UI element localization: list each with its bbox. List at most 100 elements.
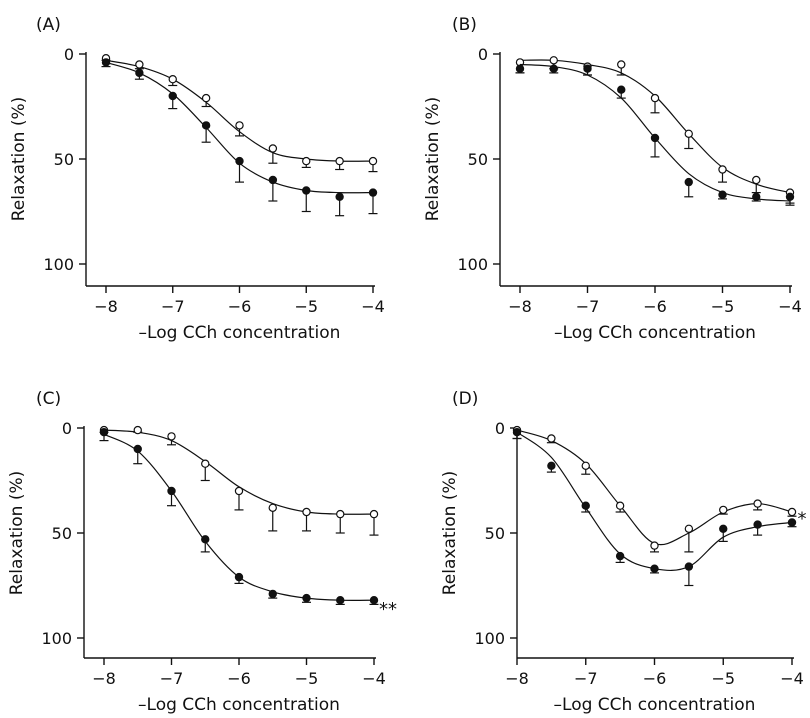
panel-c-y-tick-label: 100 [41,629,72,648]
panel-c-series-filled-point [133,444,142,454]
panel-d-series-filled-point [787,518,797,527]
panel-b-series-filled-point [549,64,558,73]
panel-b-series-open-point [549,56,558,65]
panel-c-series-open-point [133,425,142,435]
panel-c-series-open-point [234,486,244,496]
panel-b-series-open-fit-curve [519,59,791,194]
panel-b-series-filled-point [752,192,761,201]
panel-b-series-filled-point [617,85,626,94]
panel-d-y-tick-label: 50 [485,524,505,543]
panel-a-series-open-point [168,74,177,84]
panel-d-series-open-point [719,505,728,515]
panel-a-series-filled-point [268,175,278,185]
panel-d: (D) 0 50 100 −8 −7 −6 −5 −4 –Log CCh concentratio… [440,389,807,715]
panel-b-series-open-point [752,175,761,185]
panel-b-series-filled-point [785,192,795,201]
panel-c-series-filled-point [167,486,176,496]
panel-a-series-open-point [268,144,278,153]
panel-a-x-tick-label: −8 [94,297,118,316]
panel-d-series-open-point [684,524,694,534]
panel-d-label: (D) [452,389,478,409]
panel-b-x-axis-title: –Log CCh concentration [554,323,756,343]
panel-a-series-filled-point [101,58,111,67]
panel-b-series-filled-point [583,64,592,73]
panel-c-series-filled [99,428,379,606]
panel-d-x-tick-label: −4 [780,669,804,688]
panel-c: (C)0 50 100 −8 −7 −6 −5 −4 –Log CCh concentratio… [7,389,397,715]
panel-b-series-filled-fit-curve [519,63,791,202]
panel-d-series-filled-point [547,461,556,470]
panel-c-y-tick-label: 50 [52,524,72,543]
panel-a-series-open-point [235,121,244,130]
panel-a-x-tick-label: −7 [161,297,185,316]
panel-a-x-tick-label: −5 [294,297,318,316]
panel-a-x-tick-label: −6 [228,297,252,316]
panel-c-x-tick-label: −8 [92,669,116,688]
panel-a-y-tick-label: 0 [64,45,74,64]
panel-b-x-tick-label: −5 [711,297,735,316]
panel-c-series-filled-point [336,596,345,605]
panel-b-series-filled-point [684,177,693,187]
panel-c-x-axis-title: –Log CCh concentration [138,695,340,715]
panel-a-label: (A) [36,15,61,35]
panel-d-y-tick-label: 100 [474,629,505,648]
panel-c-series-open-point [268,503,277,512]
panel-b-series-open [515,56,795,206]
panel-c-series-open-point [336,509,345,519]
panel-b-y-tick-label: 100 [457,255,488,274]
panel-c-y-axis-title: Relaxation (%) [7,471,27,596]
panel-a-series-filled-point [302,186,311,195]
panel-c-x-tick-label: −7 [160,669,184,688]
panel-a-x-axis-title: –Log CCh concentration [139,323,341,343]
panel-d-series-filled-point [615,551,625,561]
panel-b-series-open-point [617,60,626,69]
panel-c-series-filled-point [302,593,311,603]
panel-d-y-tick-label: 0 [495,419,505,438]
panel-a-series-filled-point [201,121,211,130]
panel-b-series-filled-point [718,190,727,199]
panel-b-series-open-point [718,165,727,174]
panel-a-series-open-point [302,156,311,166]
panel-a-y-axis-title: Relaxation (%) [9,97,29,222]
panel-d-series-filled-point [753,520,762,529]
panel-d-series-filled [512,428,797,587]
panel-b-x-tick-label: −6 [643,297,667,316]
panel-a-series-open-fit-curve [105,59,374,162]
panel-a-series-filled-point [235,156,244,166]
panel-a-series-open-point [335,156,344,166]
panel-b-y-tick-label: 50 [468,150,488,169]
panel-a-x-tick-label: −4 [361,297,385,316]
panel-b-x-tick-label: −8 [508,297,532,316]
panel-a-y-tick-label: 100 [43,255,74,274]
panel-c-series-open [99,425,379,536]
panel-a-series-filled-point [335,192,344,201]
panel-b-series-filled [515,63,795,204]
panel-c-series-open-point [302,507,311,517]
panel-c-x-tick-label: −5 [295,669,319,688]
panel-c-label: (C) [36,389,61,409]
panel-c-series-filled-point [268,589,277,599]
panel-c-y-tick-label: 0 [62,419,72,438]
panel-a: (A)0 50 100 −8 −7 −6 −5 −4 –Log CCh concentratio… [9,15,385,343]
panel-b-series-open-point [684,129,693,138]
panel-d-series-filled-point [581,501,590,510]
panel-c-series-filled-point [201,535,210,544]
panel-d-series-filled-point [719,524,728,534]
panel-b: (B)0 50 100 −8 −7 −6 −5 −4 –Log CCh concentratio… [423,15,802,343]
panel-a-series-filled-point [168,91,177,101]
panel-a-series-open-point [368,156,378,166]
panel-c-significance-annotation: ** [379,599,397,620]
panel-d-x-tick-label: −5 [711,669,735,688]
panel-a-series-open-point [201,93,211,103]
panel-c-x-tick-label: −6 [227,669,251,688]
panel-c-series-open-point [369,509,379,519]
panel-d-x-tick-label: −8 [505,669,529,688]
panel-d-series-open-point [650,541,659,550]
panel-d-series-filled-point [512,428,522,437]
panel-b-x-tick-label: −4 [778,297,802,316]
panel-b-y-tick-label: 0 [478,45,488,64]
panel-d-x-tick-label: −6 [643,669,667,688]
panel-d-series-open-point [787,507,797,517]
panel-b-series-filled-point [650,133,660,143]
